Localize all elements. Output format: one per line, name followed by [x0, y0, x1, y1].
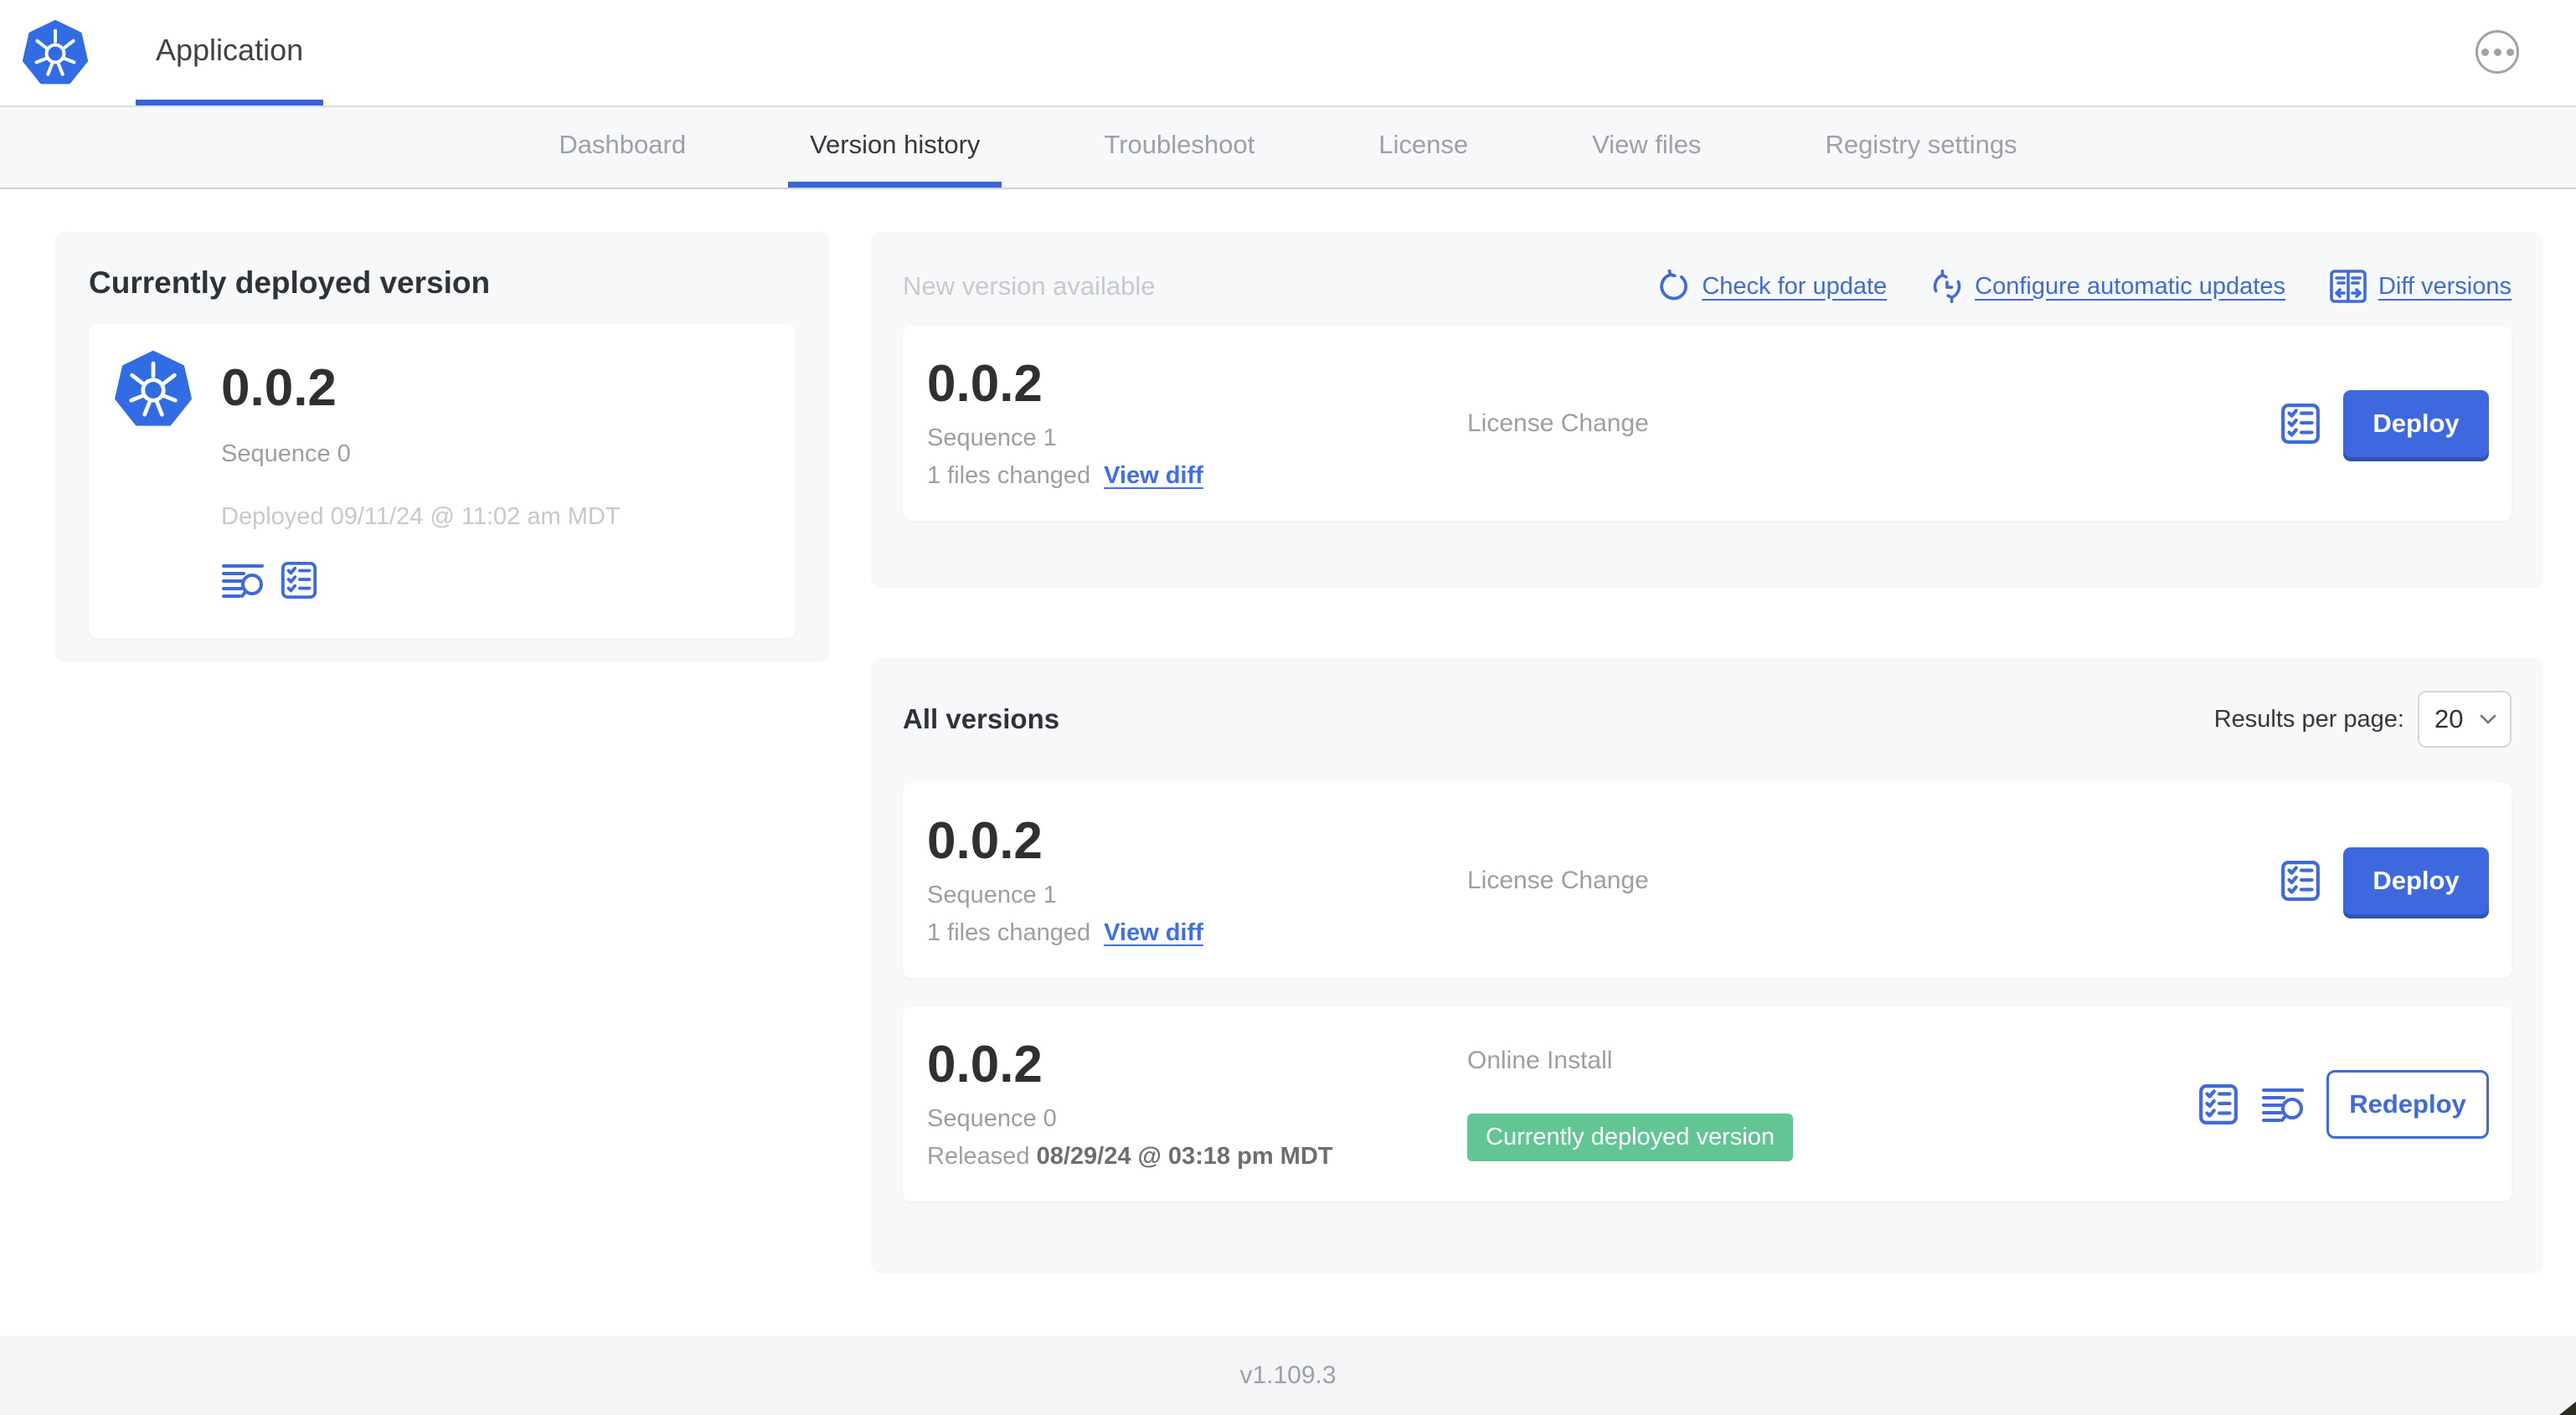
version-released-date: Released 08/29/24 @ 03:18 pm MDT [927, 1143, 1333, 1171]
diff-icon [2329, 269, 2367, 304]
preflight-checklist-icon[interactable] [2280, 403, 2321, 445]
version-sequence: Sequence 1 [927, 424, 1057, 452]
tab-version-history[interactable]: Version history [788, 107, 1002, 188]
version-number: 0.0.2 [927, 354, 1043, 413]
version-subnav: Dashboard Version history Troubleshoot L… [0, 107, 2576, 189]
mouse-cursor-artifact [2559, 1402, 2576, 1415]
results-per-page-select[interactable]: 20 [2418, 691, 2512, 748]
chevron-down-icon [2480, 714, 2496, 724]
redeploy-button[interactable]: Redeploy [2326, 1069, 2489, 1139]
view-diff-link[interactable]: View diff [1104, 462, 1203, 490]
tab-view-files[interactable]: View files [1592, 129, 1702, 159]
currently-deployed-badge: Currently deployed version [1467, 1114, 1793, 1161]
ellipsis-icon [2481, 48, 2489, 56]
deploy-button[interactable]: Deploy [2343, 389, 2489, 457]
tab-license[interactable]: License [1378, 129, 1469, 159]
version-source: License Change [1467, 866, 1649, 894]
kubernetes-app-icon [114, 351, 193, 430]
version-sequence: Sequence 1 [927, 882, 1057, 909]
current-version-card: 0.0.2 Sequence 0 Deployed 09/11/24 @ 11:… [89, 324, 796, 638]
check-for-update-link[interactable]: Check for update [1657, 270, 1887, 303]
app-title: Application [156, 32, 304, 67]
view-logs-icon[interactable] [221, 561, 265, 599]
version-source: License Change [1467, 409, 1649, 437]
refresh-icon [1657, 270, 1691, 303]
preflight-checklist-icon[interactable] [2197, 1083, 2239, 1125]
diff-versions-link[interactable]: Diff versions [2329, 269, 2512, 304]
right-column: New version available Check for update [871, 232, 2543, 1274]
all-versions-panel: All versions Results per page: 20 0.0.2 … [871, 657, 2543, 1274]
version-number: 0.0.2 [927, 1035, 1043, 1093]
view-logs-icon[interactable] [2261, 1085, 2305, 1124]
configure-automatic-updates-link[interactable]: Configure automatic updates [1930, 270, 2285, 303]
current-version-deployed-date: Deployed 09/11/24 @ 11:02 am MDT [221, 503, 621, 531]
current-version-sequence: Sequence 0 [221, 440, 351, 468]
tab-registry-settings[interactable]: Registry settings [1825, 129, 2017, 159]
view-diff-link[interactable]: View diff [1104, 919, 1203, 947]
tab-dashboard[interactable]: Dashboard [559, 129, 687, 159]
console-version: v1.109.3 [1239, 1361, 1337, 1389]
files-changed: 1 files changed [927, 919, 1091, 947]
release-notes-checklist-icon[interactable] [280, 561, 318, 599]
new-version-row: 0.0.2 Sequence 1 1 files changed View di… [903, 326, 2512, 521]
auto-update-icon [1930, 270, 1964, 303]
header-tab-application[interactable]: Application [136, 0, 324, 105]
version-number: 0.0.2 [927, 811, 1043, 870]
new-version-panel: New version available Check for update [871, 232, 2543, 588]
all-versions-title: All versions [903, 703, 1060, 734]
currently-deployed-title: Currently deployed version [89, 265, 491, 300]
overflow-menu-button[interactable] [2476, 30, 2519, 74]
app-footer: v1.109.3 [0, 1335, 2576, 1415]
currently-deployed-panel: Currently deployed version [54, 232, 830, 661]
preflight-checklist-icon[interactable] [2280, 860, 2321, 902]
kubernetes-logo-icon [22, 20, 89, 87]
app-header: Application [0, 0, 2576, 107]
version-row-sequence-1: 0.0.2 Sequence 1 1 files changed View di… [903, 783, 2512, 978]
version-source: Online Install [1467, 1047, 1613, 1074]
main-content: Currently deployed version [0, 189, 2576, 1274]
deploy-button[interactable]: Deploy [2343, 846, 2489, 914]
version-sequence: Sequence 0 [927, 1105, 1057, 1133]
tab-troubleshoot[interactable]: Troubleshoot [1104, 129, 1255, 159]
files-changed: 1 files changed [927, 462, 1091, 490]
results-per-page-label: Results per page: [2213, 705, 2404, 733]
current-version-number: 0.0.2 [221, 359, 337, 417]
new-version-title: New version available [903, 271, 1156, 301]
version-row-sequence-0: 0.0.2 Sequence 0 Released 08/29/24 @ 03:… [903, 1006, 2512, 1201]
